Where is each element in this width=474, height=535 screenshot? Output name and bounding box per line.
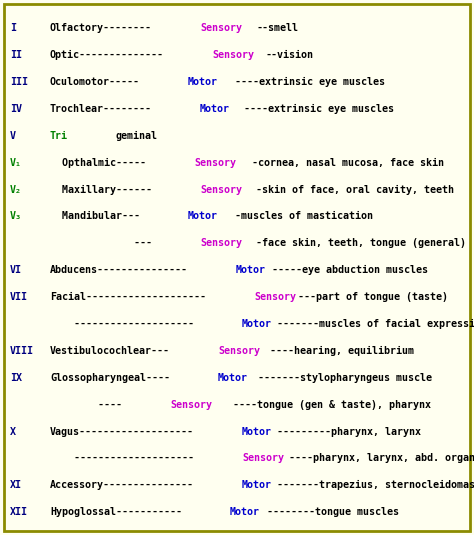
Text: Oculomotor-----: Oculomotor----- [50,77,140,87]
Text: Motor: Motor [230,507,260,517]
Text: Tri: Tri [50,131,68,141]
Text: II: II [10,50,22,60]
Text: Sensory: Sensory [194,158,236,167]
Text: Accessory---------------: Accessory--------------- [50,480,194,491]
Text: -------stylopharyngeus muscle: -------stylopharyngeus muscle [258,373,432,383]
Text: -------trapezius, sternocleidomastoid: -------trapezius, sternocleidomastoid [277,480,474,491]
Text: Opthalmic-----: Opthalmic----- [50,158,146,167]
Text: I: I [10,23,16,33]
Text: Sensory: Sensory [200,23,242,33]
Text: ----pharynx, larynx, abd. organs: ----pharynx, larynx, abd. organs [289,454,474,463]
Text: --vision: --vision [265,50,313,60]
Text: ---------pharynx, larynx: ---------pharynx, larynx [277,426,421,437]
Text: ----extrinsic eye muscles: ----extrinsic eye muscles [244,104,394,114]
Text: Vestibulocochlear---: Vestibulocochlear--- [50,346,170,356]
Text: V₃: V₃ [10,211,22,221]
Text: V₂: V₂ [10,185,22,195]
Text: Olfactory--------: Olfactory-------- [50,23,152,33]
Text: -face skin, teeth, tongue (general): -face skin, teeth, tongue (general) [256,238,466,248]
Text: Motor: Motor [188,211,218,221]
Text: Sensory: Sensory [170,400,212,410]
Text: Hypoglossal-----------: Hypoglossal----------- [50,507,182,517]
Text: VI: VI [10,265,22,275]
Text: Motor: Motor [200,104,230,114]
Text: Facial--------------------: Facial-------------------- [50,292,206,302]
Text: VII: VII [10,292,28,302]
Text: V: V [10,131,16,141]
Text: Maxillary------: Maxillary------ [50,185,152,195]
Text: --------tongue muscles: --------tongue muscles [267,507,400,517]
Text: Motor: Motor [242,426,272,437]
Text: IV: IV [10,104,22,114]
Text: X: X [10,426,16,437]
Text: --------------------: -------------------- [50,319,194,329]
Text: Sensory: Sensory [254,292,296,302]
Text: ----: ---- [50,400,122,410]
Text: III: III [10,77,28,87]
Text: geminal: geminal [116,131,158,141]
Text: XI: XI [10,480,22,491]
Text: -skin of face, oral cavity, teeth: -skin of face, oral cavity, teeth [256,185,454,195]
Text: Sensory: Sensory [218,346,260,356]
Text: Sensory: Sensory [212,50,254,60]
Text: Sensory: Sensory [242,454,284,463]
Text: Motor: Motor [242,480,272,491]
Text: Sensory: Sensory [200,185,242,195]
Text: --------------------: -------------------- [50,454,194,463]
Text: VIII: VIII [10,346,34,356]
Text: XII: XII [10,507,28,517]
Text: Vagus-------------------: Vagus------------------- [50,426,194,437]
Text: Trochlear--------: Trochlear-------- [50,104,152,114]
Text: Motor: Motor [218,373,248,383]
Text: Glossopharyngeal----: Glossopharyngeal---- [50,373,170,383]
Text: Motor: Motor [236,265,266,275]
Text: ---part of tongue (taste): ---part of tongue (taste) [298,292,448,302]
Text: Motor: Motor [188,77,218,87]
Text: ---: --- [50,238,152,248]
Text: --smell: --smell [256,23,298,33]
Text: Sensory: Sensory [200,238,242,248]
Text: IX: IX [10,373,22,383]
Text: ----tongue (gen & taste), pharynx: ----tongue (gen & taste), pharynx [233,400,431,410]
Text: Motor: Motor [242,319,272,329]
Text: Optic--------------: Optic-------------- [50,50,164,60]
Text: -cornea, nasal mucosa, face skin: -cornea, nasal mucosa, face skin [252,158,444,167]
Text: ----hearing, equilibrium: ----hearing, equilibrium [270,346,414,356]
Text: -muscles of mastication: -muscles of mastication [235,211,373,221]
Text: V₁: V₁ [10,158,22,167]
Text: Abducens---------------: Abducens--------------- [50,265,188,275]
Text: ----extrinsic eye muscles: ----extrinsic eye muscles [235,77,385,87]
Text: -----eye abduction muscles: -----eye abduction muscles [272,265,428,275]
Text: Mandibular---: Mandibular--- [50,211,140,221]
Text: -------muscles of facial expression: -------muscles of facial expression [277,319,474,329]
